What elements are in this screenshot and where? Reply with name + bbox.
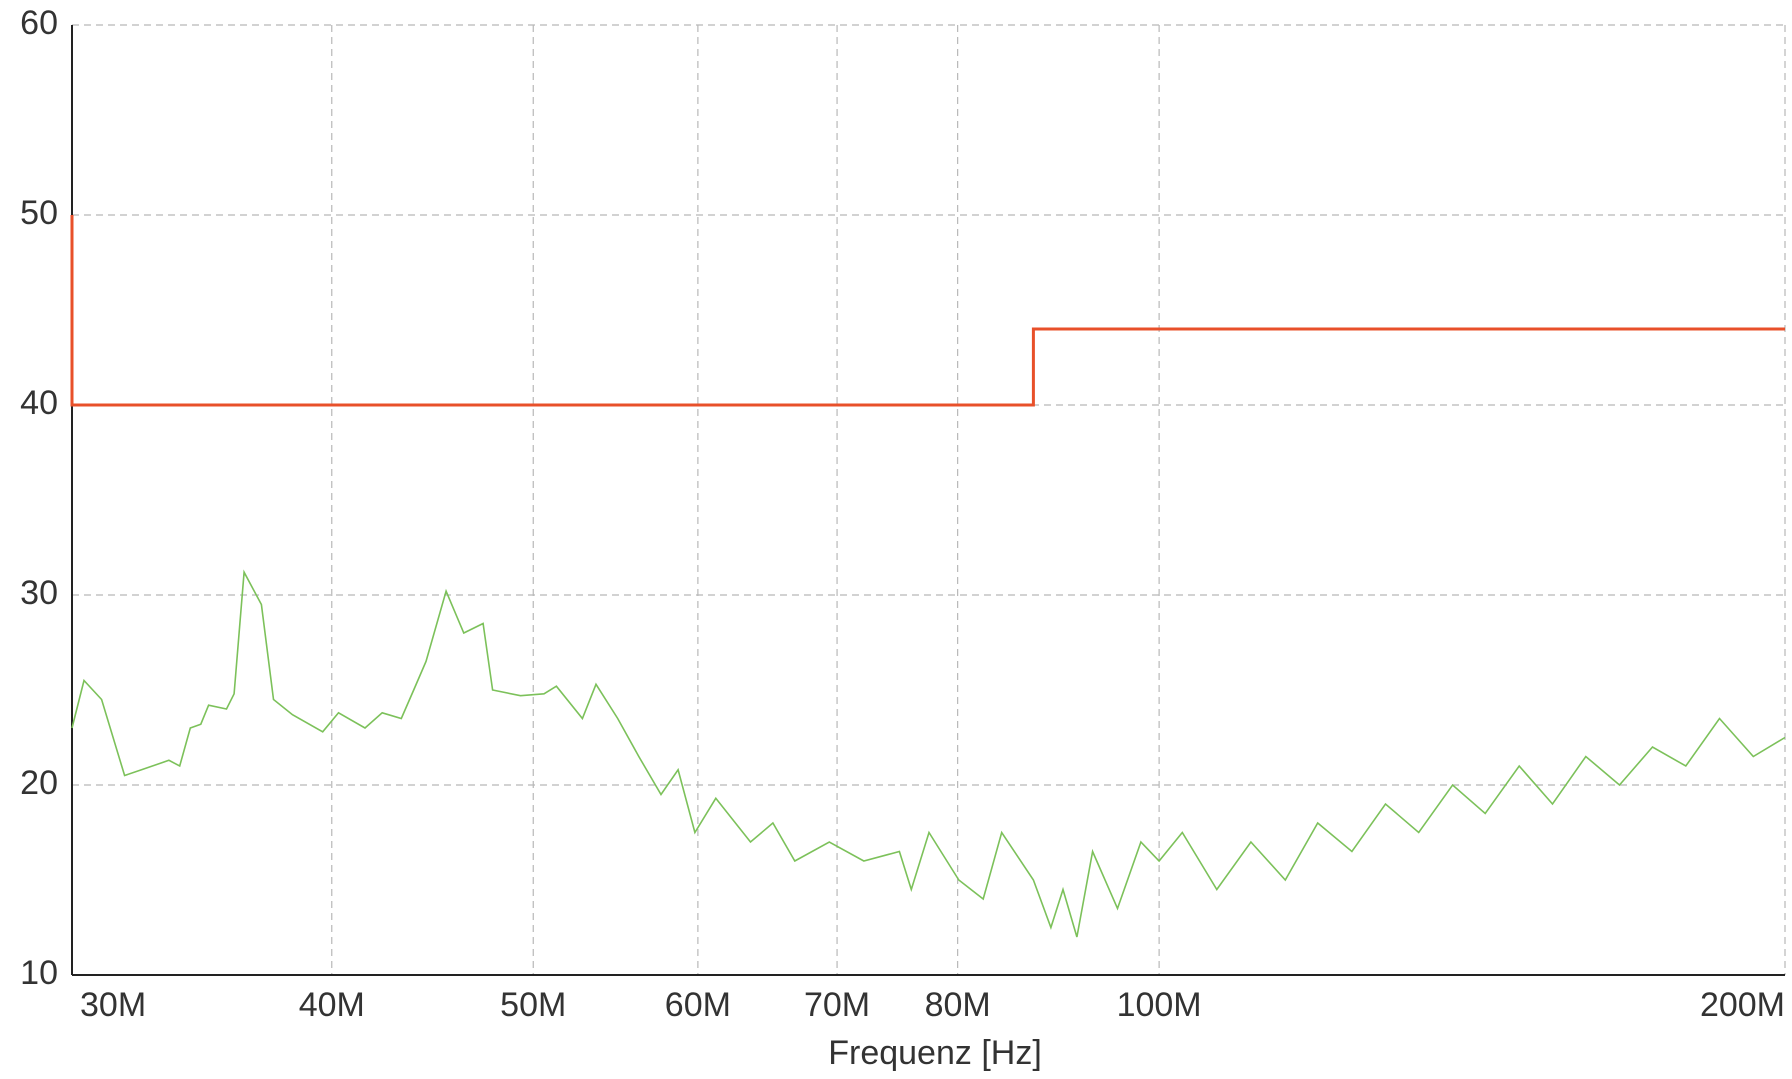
y-tick-label: 10: [20, 954, 58, 992]
x-tick-label: 30M: [80, 986, 146, 1024]
y-tick-label: 60: [20, 4, 58, 42]
x-tick-label: 200M: [1700, 986, 1785, 1024]
x-tick-label: 50M: [500, 986, 566, 1024]
y-tick-label: 50: [20, 194, 58, 232]
x-tick-label: 80M: [925, 986, 991, 1024]
y-tick-label: 20: [20, 764, 58, 802]
x-tick-label: 70M: [804, 986, 870, 1024]
y-tick-label: 40: [20, 384, 58, 422]
x-tick-label: 100M: [1117, 986, 1202, 1024]
x-tick-label: 60M: [665, 986, 731, 1024]
x-axis-label: Frequenz [Hz]: [828, 1034, 1042, 1072]
series-line: [70, 215, 1785, 407]
y-tick-label: 30: [20, 574, 58, 612]
x-tick-label: 40M: [299, 986, 365, 1024]
series-line: [71, 569, 1786, 938]
